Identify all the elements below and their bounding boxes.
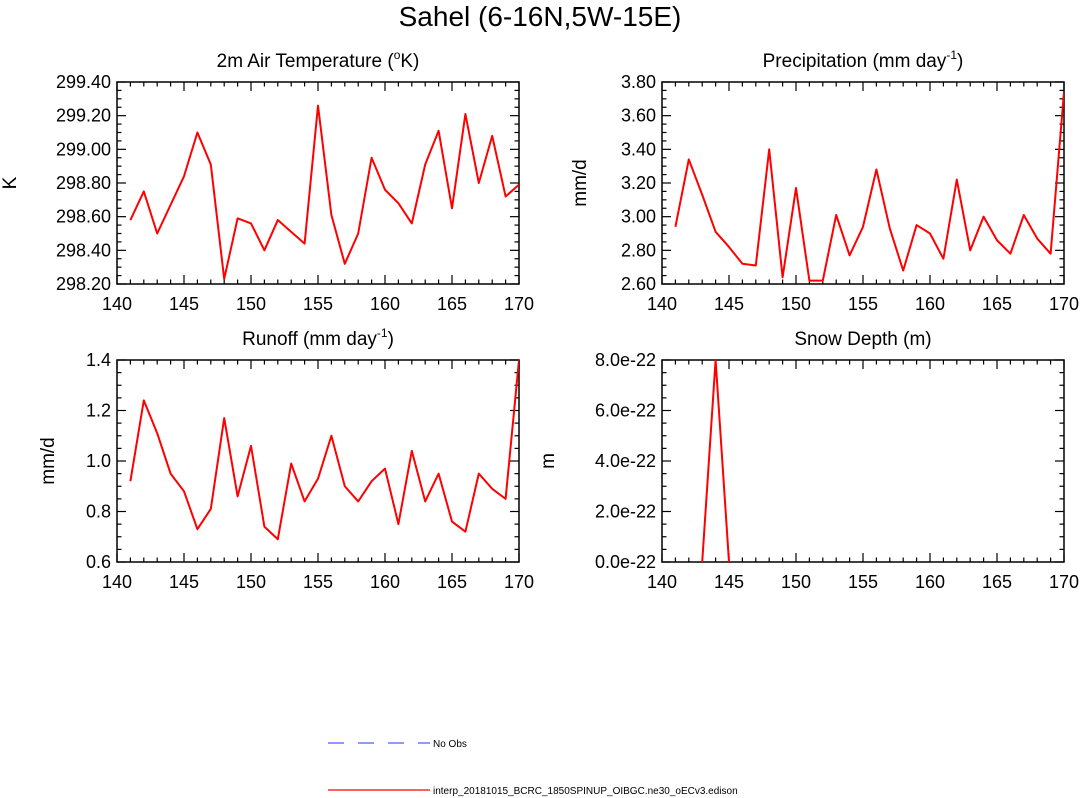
runoff-ytick-label: 0.8 xyxy=(86,502,111,522)
temperature-title: 2m Air Temperature (oK) xyxy=(217,48,420,72)
snow-depth-series-line xyxy=(701,359,730,563)
precipitation-ytick-label: 3.20 xyxy=(621,173,656,193)
temperature-series-line xyxy=(129,104,519,280)
runoff-xtick-label: 150 xyxy=(236,572,266,592)
panel-runoff: Runoff (mm day-1) mm/d 140 145 150 155 160 165 1… xyxy=(38,326,534,592)
precipitation-xtick-label: 155 xyxy=(848,294,878,314)
temperature-ytick-label: 299.20 xyxy=(56,106,111,126)
temperature-ytick-label: 299.00 xyxy=(56,139,111,159)
snow-depth-ytick-label: 4.0e-22 xyxy=(595,451,656,471)
snow-depth-xtick-label: 155 xyxy=(848,572,878,592)
snow-depth-xtick-label: 165 xyxy=(982,572,1012,592)
temperature-xtick-label: 155 xyxy=(303,294,333,314)
snow-depth-xtick-label: 170 xyxy=(1049,572,1079,592)
temperature-ylabel: K xyxy=(0,176,21,189)
temperature-ytick-label: 298.40 xyxy=(56,240,111,260)
legend-label-model: interp_20181015_BCRC_1850SPINUP_OIBGC.ne… xyxy=(433,786,738,797)
precipitation-ytick-label: 3.80 xyxy=(621,72,656,92)
runoff-xtick-label: 165 xyxy=(437,572,467,592)
runoff-ytick-label: 1.0 xyxy=(86,451,111,471)
runoff-series-line xyxy=(129,359,519,541)
precipitation-ytick-label: 3.40 xyxy=(621,139,656,159)
temperature-ytick-label: 298.60 xyxy=(56,207,111,227)
snow-depth-title: Snow Depth (m) xyxy=(794,329,931,350)
precipitation-xtick-label: 140 xyxy=(647,294,677,314)
snow-depth-ylabel: m xyxy=(538,453,559,469)
runoff-ytick-label: 0.6 xyxy=(86,552,111,572)
temperature-xtick-label: 165 xyxy=(437,294,467,314)
runoff-title: Runoff (mm day-1) xyxy=(242,326,394,350)
runoff-xtick-label: 145 xyxy=(169,572,199,592)
snow-depth-ytick-label: 2.0e-22 xyxy=(595,502,656,522)
snow-depth-ytick-label: 0.0e-22 xyxy=(595,552,656,572)
precipitation-ytick-label: 2.80 xyxy=(621,240,656,260)
precipitation-ytick-label: 3.00 xyxy=(621,207,656,227)
temperature-xtick-label: 150 xyxy=(236,294,266,314)
temperature-ytick-label: 298.20 xyxy=(56,274,111,294)
panel-precipitation: Precipitation (mm day-1) mm/d 140 145 150 155… xyxy=(570,48,1079,314)
precipitation-xtick-label: 160 xyxy=(915,294,945,314)
precipitation-title: Precipitation (mm day-1) xyxy=(763,48,964,72)
runoff-plot-frame xyxy=(116,359,520,563)
temperature-xtick-label: 140 xyxy=(102,294,132,314)
temperature-ytick-label: 298.80 xyxy=(56,173,111,193)
precipitation-xtick-label: 145 xyxy=(714,294,744,314)
precipitation-ytick-label: 3.60 xyxy=(621,106,656,126)
legend: No Obs interp_20181015_BCRC_1850SPINUP_O… xyxy=(328,739,738,797)
panel-snow-depth: Snow Depth (m) m 140 145 150 155 160 165 170 0.0e… xyxy=(538,329,1079,592)
runoff-xtick-label: 140 xyxy=(102,572,132,592)
snow-depth-xtick-label: 160 xyxy=(915,572,945,592)
runoff-xtick-label: 160 xyxy=(370,572,400,592)
temperature-xtick-label: 160 xyxy=(370,294,400,314)
runoff-ylabel: mm/d xyxy=(38,437,59,485)
precipitation-series-line xyxy=(674,92,1064,282)
runoff-ytick-label: 1.2 xyxy=(86,401,111,421)
snow-depth-xtick-label: 145 xyxy=(714,572,744,592)
precipitation-plot-frame xyxy=(661,81,1065,285)
temperature-ytick-label: 299.40 xyxy=(56,72,111,92)
precipitation-xtick-label: 170 xyxy=(1049,294,1079,314)
runoff-xtick-label: 155 xyxy=(303,572,333,592)
runoff-ytick-label: 1.4 xyxy=(86,350,111,370)
page-title: Sahel (6-16N,5W-15E) xyxy=(398,1,682,32)
temperature-xtick-label: 145 xyxy=(169,294,199,314)
snow-depth-ytick-label: 6.0e-22 xyxy=(595,401,656,421)
precipitation-xtick-label: 150 xyxy=(781,294,811,314)
snow-depth-xtick-label: 150 xyxy=(781,572,811,592)
runoff-xtick-label: 170 xyxy=(504,572,534,592)
precipitation-xtick-label: 165 xyxy=(982,294,1012,314)
temperature-xtick-label: 170 xyxy=(504,294,534,314)
snow-depth-xtick-label: 140 xyxy=(647,572,677,592)
snow-depth-ytick-label: 8.0e-22 xyxy=(595,350,656,370)
precipitation-ytick-label: 2.60 xyxy=(621,274,656,294)
precipitation-ylabel: mm/d xyxy=(570,159,591,207)
panel-temperature: 2m Air Temperature (oK) K 140 145 150 155 160 1… xyxy=(0,48,534,314)
legend-label-no-obs: No Obs xyxy=(433,739,467,750)
